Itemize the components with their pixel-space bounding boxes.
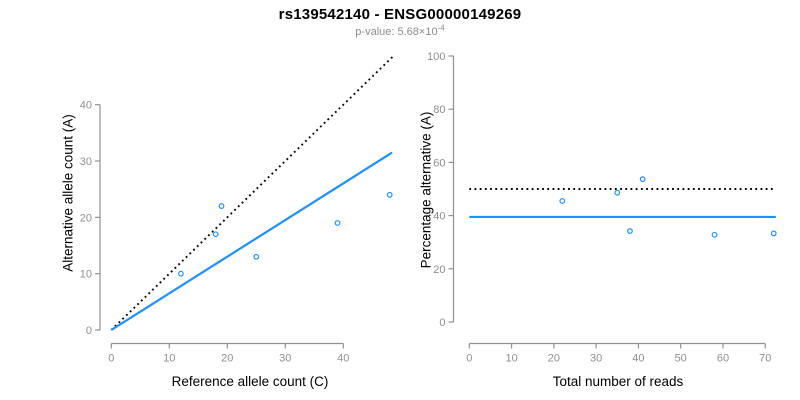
right-x-axis-title: Total number of reads — [552, 374, 684, 389]
x-tick-label: 0 — [108, 353, 114, 365]
x-tick-label: 10 — [505, 353, 517, 365]
plot-subtitle: p-value: 5.68×10-4 — [0, 23, 800, 38]
identity-line — [110, 56, 394, 331]
y-tick-label: 80 — [433, 104, 445, 116]
x-tick-label: 20 — [221, 353, 233, 365]
y-tick-label: 60 — [433, 157, 445, 169]
data-point — [639, 176, 646, 183]
data-point — [770, 230, 777, 237]
right-y-axis-title: Percentage alternative (A) — [418, 111, 434, 269]
x-tick-label: 10 — [163, 353, 175, 365]
left-x-axis-title: Reference allele count (C) — [171, 374, 329, 389]
panel-right: 0 10 20 30 40 50 60 70 0 20 40 60 80 100 — [427, 51, 777, 365]
data-point — [212, 231, 219, 238]
data-point — [559, 198, 566, 204]
x-tick-label: 40 — [337, 353, 349, 365]
y-tick-label: 0 — [439, 317, 445, 329]
data-point — [386, 191, 393, 198]
plot-title: rs139542140 - ENSG00000149269 — [278, 6, 522, 23]
x-tick-label: 30 — [590, 353, 602, 365]
y-tick-label: 10 — [80, 269, 92, 281]
x-tick-label: 20 — [548, 353, 560, 365]
fit-line — [110, 151, 393, 331]
data-point — [614, 189, 621, 196]
data-point — [711, 231, 718, 238]
p-value-exponent: -4 — [437, 23, 445, 33]
x-tick-label: 30 — [279, 353, 291, 365]
y-tick-label: 0 — [86, 325, 92, 337]
y-tick-label: 100 — [427, 51, 445, 63]
x-tick-label: 50 — [675, 353, 687, 365]
data-point — [253, 253, 260, 260]
x-tick-label: 70 — [759, 353, 771, 365]
y-tick-label: 40 — [433, 211, 445, 223]
y-tick-label: 40 — [80, 100, 92, 112]
data-point — [218, 203, 225, 209]
y-tick-label: 30 — [80, 156, 92, 168]
x-tick-label: 60 — [717, 353, 729, 365]
y-tick-label: 20 — [80, 212, 92, 224]
data-point — [334, 220, 341, 226]
x-tick-label: 40 — [632, 353, 644, 365]
left-y-axis-title: Alternative allele count (A) — [60, 114, 76, 272]
panel-left: 0 10 20 30 40 0 10 20 30 40 — [80, 56, 394, 365]
p-value-text: p-value: 5.68×10 — [355, 26, 438, 38]
data-point — [177, 270, 184, 277]
x-tick-label: 0 — [466, 353, 472, 365]
data-point — [627, 228, 633, 234]
y-tick-label: 20 — [433, 264, 445, 276]
